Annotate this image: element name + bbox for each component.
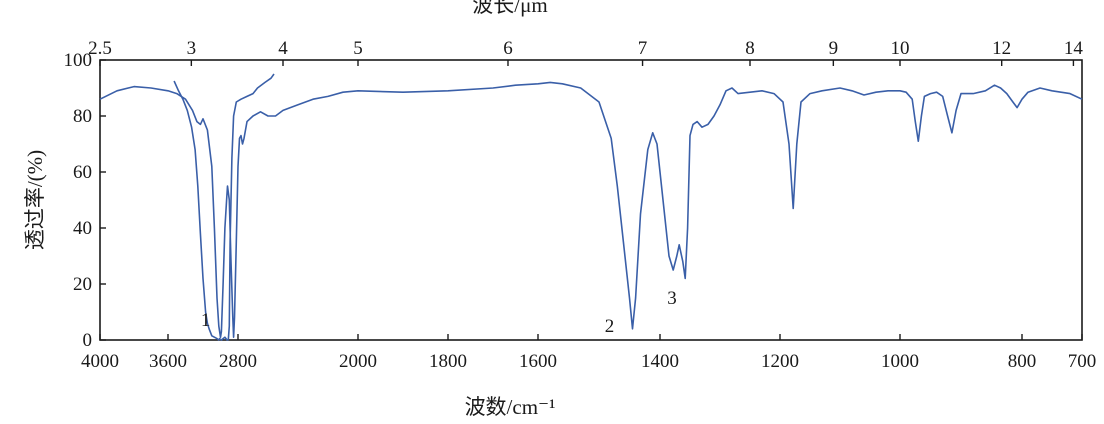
x-tick-label: 3600 xyxy=(149,351,187,372)
top-tick-label: 14 xyxy=(1064,38,1084,59)
top-tick-label: 10 xyxy=(891,38,910,59)
y-axis-title: 透过率/(%) xyxy=(23,150,47,250)
x-tick-label: 2000 xyxy=(339,351,377,372)
top-tick-label: 8 xyxy=(745,38,755,59)
top-tick-label: 5 xyxy=(353,38,363,59)
top-tick-label: 4 xyxy=(278,38,288,59)
top-axis-ticks: 2.5 3 4 5 6 7 8 9 10 12 14 xyxy=(88,38,1083,66)
y-tick-label: 100 xyxy=(64,50,93,71)
spectrum-line-2 xyxy=(173,73,275,341)
peak-label-3: 3 xyxy=(667,288,677,309)
y-tick-label: 0 xyxy=(83,330,93,351)
top-axis-title: 波长/μm xyxy=(472,0,547,17)
top-tick-label: 7 xyxy=(638,38,648,59)
x-tick-label: 1800 xyxy=(429,351,467,372)
y-tick-label: 20 xyxy=(73,274,92,295)
y-tick-label: 80 xyxy=(73,106,92,127)
peak-label-2: 2 xyxy=(605,316,615,337)
spectrum-series-group xyxy=(99,73,1083,341)
top-tick-label: 3 xyxy=(187,38,197,59)
top-tick-label: 2.5 xyxy=(88,38,112,59)
y-tick-label: 60 xyxy=(73,162,92,183)
y-axis-ticks: 0 20 40 60 80 100 xyxy=(64,50,106,351)
x-tick-label: 1600 xyxy=(519,351,557,372)
x-tick-label: 2800 xyxy=(219,351,257,372)
top-tick-label: 6 xyxy=(503,38,513,59)
x-tick-label: 700 xyxy=(1068,351,1097,372)
y-tick-label: 40 xyxy=(73,218,92,239)
bottom-axis-ticks: 4000 3600 2800 2000 1800 1600 1400 1200 1000 800 7… xyxy=(81,334,1096,372)
x-tick-label: 1400 xyxy=(641,351,679,372)
top-tick-label: 9 xyxy=(829,38,839,59)
plot-frame xyxy=(99,59,1083,341)
spectrum-line-1 xyxy=(99,81,1083,338)
x-tick-label: 1000 xyxy=(881,351,919,372)
x-tick-label: 1200 xyxy=(761,351,799,372)
x-tick-label: 4000 xyxy=(81,351,119,372)
peak-label-1: 1 xyxy=(201,310,211,331)
peak-annotations: 1 2 3 xyxy=(201,288,677,337)
x-tick-label: 800 xyxy=(1008,351,1037,372)
top-tick-label: 12 xyxy=(992,38,1011,59)
x-axis-title: 波数/cm⁻¹ xyxy=(465,395,556,419)
